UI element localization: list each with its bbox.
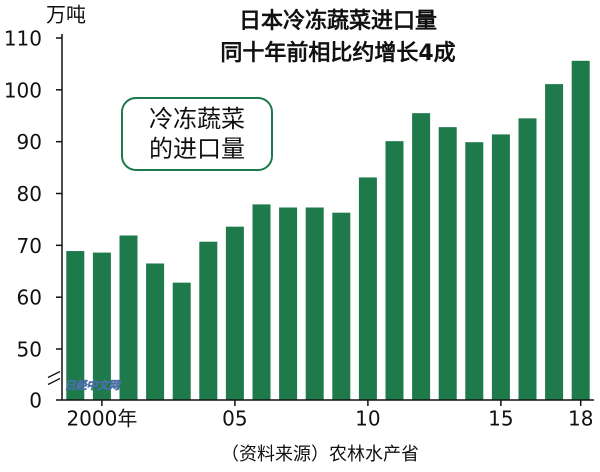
bar — [92, 252, 111, 400]
bar — [146, 263, 165, 400]
bar — [305, 207, 324, 400]
annotation-box — [121, 97, 273, 171]
bar — [438, 127, 457, 401]
bar — [66, 251, 85, 400]
source: （资料来源）农林水产省 — [221, 444, 419, 465]
watermark: 日经中文网 — [65, 379, 122, 392]
y-tick-label: 0 — [29, 389, 42, 413]
axis-break-gap — [48, 375, 60, 382]
x-tick-label: 18 — [568, 407, 593, 431]
bar — [491, 134, 510, 400]
chart-title: 日本冷冻蔬菜进口量 — [239, 8, 437, 34]
y-tick-label: 70 — [17, 234, 42, 258]
axis-break — [47, 377, 61, 386]
x-tick-label: 15 — [488, 407, 513, 431]
bar — [358, 177, 377, 400]
bar — [252, 204, 271, 400]
bar — [119, 235, 138, 400]
y-tick-label: 60 — [17, 286, 42, 310]
annotation: 的进口量 — [149, 135, 245, 163]
bar — [518, 118, 537, 400]
bar — [172, 282, 191, 400]
x-tick-label: 05 — [222, 407, 247, 431]
y-axis-label: 万吨 — [46, 3, 86, 27]
y-tick-label: 110 — [4, 27, 42, 51]
bar — [571, 60, 590, 400]
axis-break — [47, 370, 61, 379]
bar — [199, 241, 218, 400]
chart-subtitle: 同十年前相比约增长4成 — [220, 40, 455, 66]
annotation: 冷冻蔬菜 — [149, 105, 245, 133]
bar — [545, 84, 564, 401]
bar — [279, 207, 298, 400]
y-tick-label: 90 — [17, 130, 42, 154]
x-tick-label: 10 — [355, 407, 380, 431]
y-tick-label: 80 — [17, 182, 42, 206]
bar — [412, 113, 431, 401]
bar — [332, 212, 351, 400]
y-tick-label: 50 — [17, 338, 42, 362]
y-tick-label: 100 — [4, 78, 42, 102]
bar — [225, 226, 244, 400]
x-tick-label: 2000年 — [66, 407, 137, 431]
bar — [465, 142, 484, 400]
bar — [385, 141, 404, 401]
